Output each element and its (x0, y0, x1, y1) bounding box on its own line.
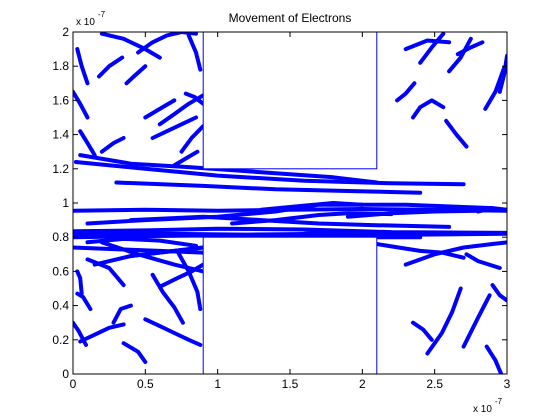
electron-track-54 (179, 124, 206, 154)
electron-track-45 (97, 55, 125, 79)
electron-track-59 (345, 208, 481, 219)
y-multiplier-base: x 10 (76, 17, 95, 28)
electron-track-29 (461, 293, 492, 349)
electron-track-53 (99, 136, 126, 154)
x-tick-label: 2 (359, 377, 366, 391)
electron-track-31 (411, 320, 434, 342)
electron-track-25 (78, 322, 126, 344)
y-tick-label: 0.8 (52, 230, 69, 244)
electron-track-32 (464, 252, 502, 270)
electron-track-16 (175, 248, 203, 311)
x-multiplier-base: x 10 (473, 404, 492, 415)
upper-bottleneck-box (202, 31, 378, 170)
electron-track-34 (476, 206, 507, 214)
y-multiplier-exponent: -7 (98, 10, 106, 19)
electron-track-38 (447, 36, 473, 74)
x-multiplier-exponent: -7 (495, 397, 503, 406)
electron-track-40 (497, 53, 507, 94)
x-tick-label: 0 (70, 377, 77, 391)
lower-bottleneck-box (202, 236, 378, 375)
electron-track-28 (425, 286, 463, 356)
electron-track-18 (111, 303, 133, 325)
electron-track-50 (150, 115, 198, 140)
electron-track-22 (121, 341, 148, 364)
y-tick-label: 0.4 (52, 299, 69, 313)
electron-track-13 (92, 245, 206, 267)
electron-track-52 (78, 129, 97, 158)
axes-frame (72, 31, 508, 375)
y-tick-label: 2 (62, 25, 69, 39)
electron-track-48 (186, 33, 203, 72)
electron-track-60 (73, 245, 206, 255)
y-tick-label: 1.6 (52, 93, 69, 107)
x-tick-label: 0.5 (137, 377, 154, 391)
y-tick-label: 1.2 (52, 162, 69, 176)
electron-track-46 (124, 64, 148, 86)
electron-track-35 (411, 98, 446, 120)
chart-title: Movement of Electrons (229, 11, 352, 25)
electron-track-39 (483, 65, 507, 111)
y-tick-label: 0.2 (52, 333, 69, 347)
x-tick-label: 3 (504, 377, 511, 391)
electron-track-49 (143, 98, 177, 120)
electron-track-43 (455, 40, 485, 57)
ticks-layer: 0 0.5 1 1.5 2 2.5 3 0 0.2 0.4 0.6 0.8 1 1.2 1.4 1.6 1.8 2 (52, 25, 510, 391)
electron-track-42 (395, 81, 417, 103)
electron-track-23 (85, 257, 126, 288)
electron-track-27 (403, 240, 507, 267)
electron-track-5 (78, 153, 379, 185)
electron-track-15 (150, 272, 185, 325)
electron-track-55 (183, 91, 206, 106)
electron-track-61 (85, 236, 198, 248)
electron-track-21 (75, 269, 84, 296)
x-tick-label: 2.5 (426, 377, 443, 391)
y-tick-label: 1 (62, 196, 69, 210)
y-tick-label: 0 (62, 367, 69, 381)
electron-track-57 (172, 149, 200, 168)
electron-track-11 (259, 201, 365, 212)
data-tracks-layer (73, 32, 507, 374)
electron-track-6 (73, 160, 466, 187)
electron-track-9 (128, 214, 452, 229)
electron-track-47 (136, 32, 198, 55)
electron-track-24 (157, 262, 206, 289)
x-tick-label: 1 (214, 377, 221, 391)
electron-track-33 (490, 283, 507, 303)
x-tick-label: 1.5 (282, 377, 299, 391)
electron-track-3 (73, 226, 507, 235)
y-tick-label: 0.6 (52, 264, 69, 278)
electron-track-58 (73, 89, 90, 120)
electron-track-41 (444, 118, 469, 149)
electron-track-19 (75, 291, 93, 311)
electron-track-26 (374, 242, 466, 260)
y-tick-label: 1.4 (52, 128, 69, 142)
electron-track-56 (75, 47, 90, 86)
electron-track-36 (403, 38, 452, 52)
electron-track-30 (484, 344, 504, 374)
electron-track-44 (99, 32, 162, 60)
y-tick-label: 1.8 (52, 59, 69, 73)
boundary-boxes-layer (202, 31, 378, 375)
electron-track-7 (114, 180, 423, 195)
electron-track-17 (143, 317, 203, 347)
electron-track-37 (418, 32, 446, 65)
